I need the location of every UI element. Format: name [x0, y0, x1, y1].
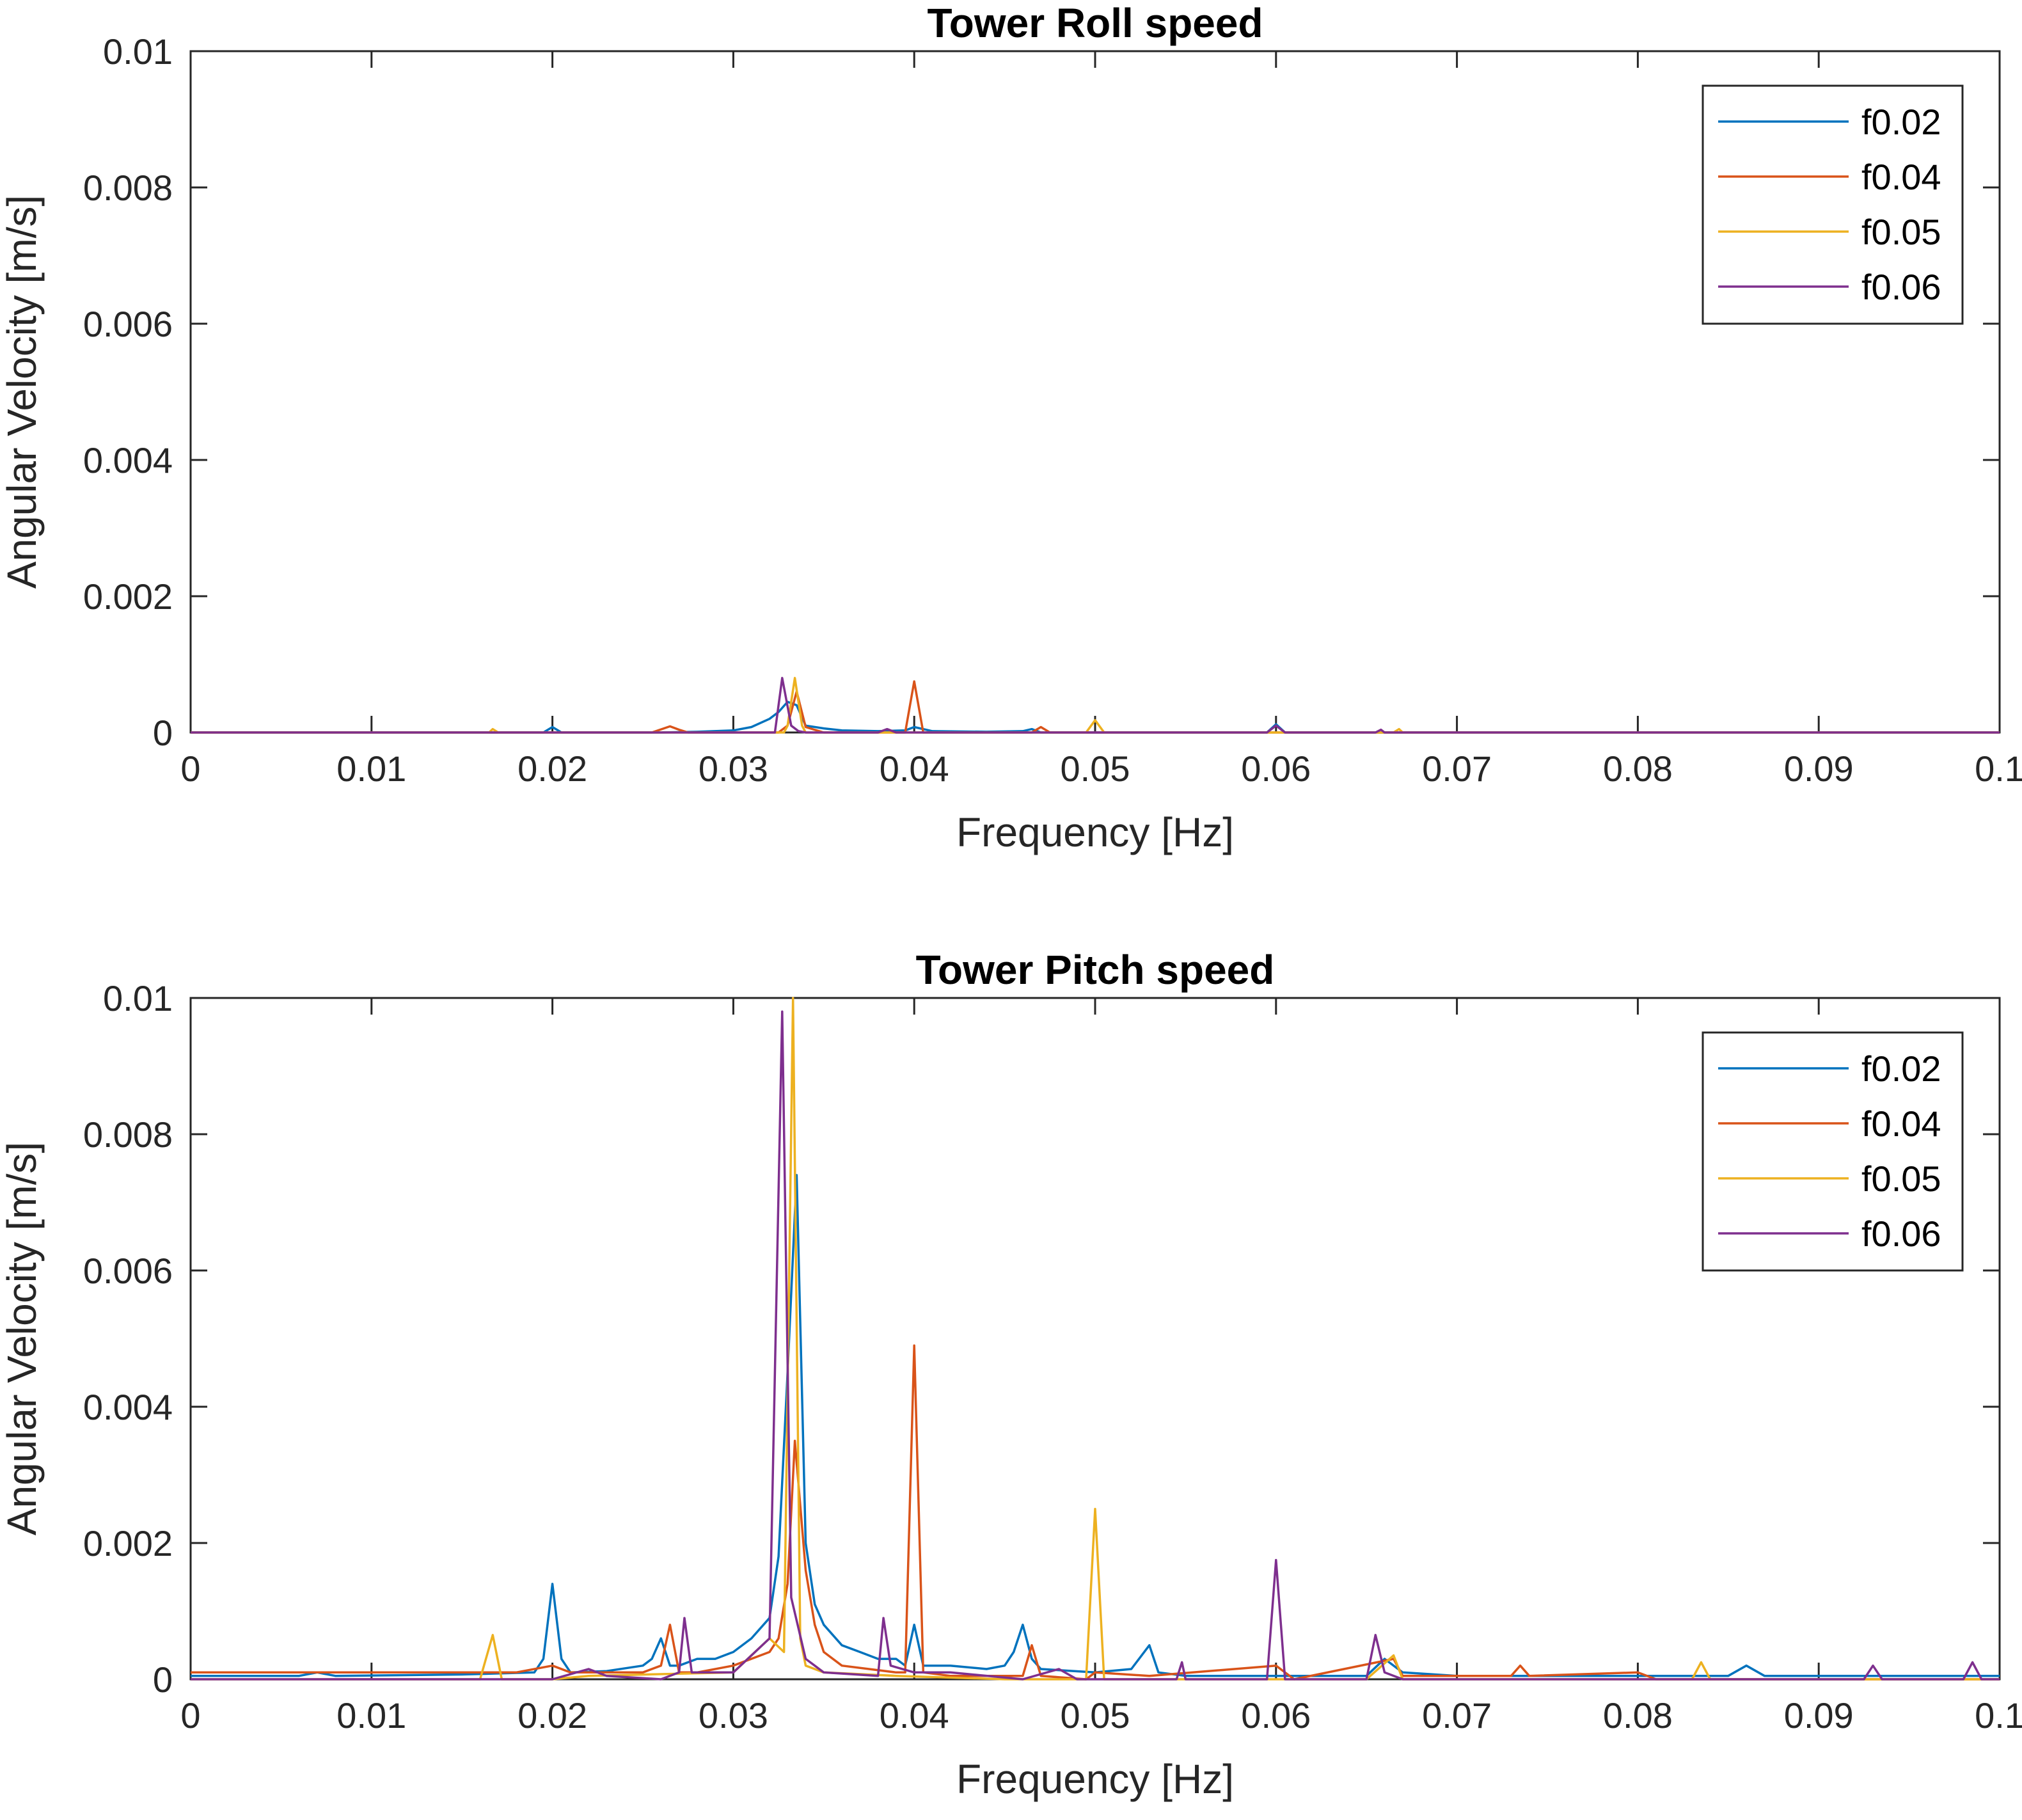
legend-label: f0.06	[1861, 1214, 1941, 1254]
x-tick-label: 0.04	[880, 1695, 949, 1736]
x-tick-label: 0.05	[1061, 748, 1130, 789]
x-tick-label: 0.1	[1975, 1695, 2022, 1736]
x-tick-label: 0.03	[699, 748, 768, 789]
y-tick-label: 0.006	[83, 1251, 173, 1291]
legend-label: f0.05	[1861, 1159, 1941, 1199]
series-line-f0.06	[191, 677, 2000, 734]
x-tick-label: 0.02	[517, 748, 587, 789]
y-tick-label: 0	[153, 1659, 173, 1700]
tower-pitch-panel: Tower Pitch speed 0 0.01 0.02 0.03 0.04 0.05 0…	[0, 947, 2022, 1802]
x-tick-label: 0.04	[880, 748, 949, 789]
y-ticks: 0 0.002 0.004 0.006 0.008 0.01	[83, 31, 2000, 753]
chart-title: Tower Pitch speed	[916, 947, 1275, 993]
legend-label: f0.04	[1861, 1104, 1941, 1144]
y-tick-label: 0.008	[83, 1114, 173, 1155]
x-ticks: 0 0.01 0.02 0.03 0.04 0.05 0.06 0.07 0.08 0.09 0.1	[180, 51, 2022, 789]
y-axis-label: Angular Velocity [m/s]	[0, 195, 45, 589]
x-tick-label: 0.08	[1603, 1695, 1673, 1736]
x-tick-label: 0.06	[1241, 1695, 1311, 1736]
legend-box	[1702, 1031, 1964, 1272]
legend-label: f0.06	[1861, 267, 1941, 307]
legend-label: f0.05	[1861, 212, 1941, 252]
legend-label: f0.04	[1861, 157, 1941, 197]
x-tick-label: 0.07	[1422, 1695, 1492, 1736]
x-tick-label: 0	[180, 1695, 200, 1736]
legend: f0.02 f0.04 f0.05 f0.06	[1702, 1031, 1964, 1272]
y-tick-label: 0.01	[103, 31, 173, 72]
x-tick-label: 0.09	[1784, 1695, 1854, 1736]
y-tick-label: 0.01	[103, 978, 173, 1018]
x-tick-label: 0.05	[1061, 1695, 1130, 1736]
y-tick-label: 0.006	[83, 304, 173, 344]
series-lines	[191, 997, 2000, 1681]
x-axis-label: Frequency [Hz]	[956, 1756, 1234, 1802]
x-tick-label: 0	[180, 748, 200, 789]
y-ticks: 0 0.002 0.004 0.006 0.008 0.01	[83, 978, 2000, 1700]
legend-box	[1702, 84, 1964, 325]
y-tick-label: 0	[153, 713, 173, 753]
legend-label: f0.02	[1861, 1048, 1941, 1089]
x-tick-label: 0.09	[1784, 748, 1854, 789]
series-line-f0.05	[191, 677, 2000, 734]
x-tick-label: 0.01	[336, 748, 406, 789]
y-tick-label: 0.008	[83, 168, 173, 208]
x-tick-label: 0.1	[1975, 748, 2022, 789]
x-axis-label: Frequency [Hz]	[956, 809, 1234, 855]
legend: f0.02 f0.04 f0.05 f0.06	[1702, 84, 1964, 325]
series-line-f0.04	[191, 680, 2000, 734]
y-tick-label: 0.002	[83, 576, 173, 617]
series-lines	[191, 677, 2000, 734]
y-tick-label: 0.004	[83, 1387, 173, 1427]
y-tick-label: 0.002	[83, 1523, 173, 1563]
x-tick-label: 0.07	[1422, 748, 1492, 789]
x-tick-label: 0.06	[1241, 748, 1311, 789]
legend-label: f0.02	[1861, 102, 1941, 142]
tower-roll-panel: Tower Roll speed 0 0.01 0.02 0.03 0.04 0.05 0.…	[0, 0, 2022, 855]
x-tick-label: 0.08	[1603, 748, 1673, 789]
y-axis-label: Angular Velocity [m/s]	[0, 1142, 45, 1535]
y-tick-label: 0.004	[83, 440, 173, 480]
series-line-f0.06	[191, 1010, 2000, 1681]
x-tick-label: 0.03	[699, 1695, 768, 1736]
chart-title: Tower Roll speed	[927, 0, 1263, 46]
x-tick-label: 0.01	[336, 1695, 406, 1736]
x-tick-label: 0.02	[517, 1695, 587, 1736]
